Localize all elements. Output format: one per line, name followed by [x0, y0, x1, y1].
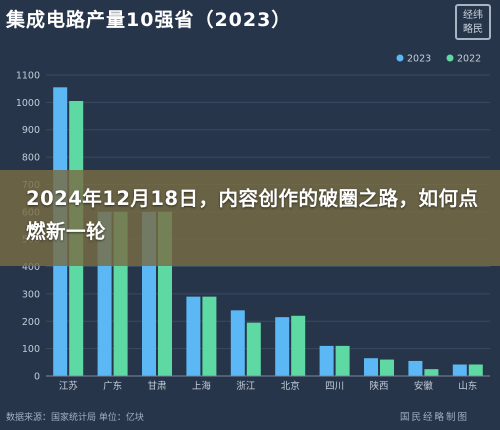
x-tick-label: 陕西	[369, 380, 388, 392]
x-tick-label: 安徽	[414, 380, 434, 392]
x-tick-label: 甘肃	[147, 380, 166, 392]
bar-2023-浙江	[230, 310, 245, 376]
y-tick-label: 800	[22, 153, 40, 164]
y-tick-label: 900	[22, 125, 40, 136]
bar-2023-北京	[275, 317, 290, 376]
y-tick-label: 100	[22, 344, 40, 355]
bar-2023-陕西	[364, 358, 378, 376]
legend: 2023 2022	[396, 54, 481, 65]
legend-swatch	[446, 54, 454, 62]
y-tick-label: 0	[34, 372, 40, 383]
x-tick-label: 北京	[281, 380, 300, 392]
bar-2022-安徽	[424, 369, 439, 376]
headline-text: 2024年12月18日，内容创作的破圈之路，如何点燃新一轮	[26, 187, 479, 243]
brand-logo-icon: 经纬 略民	[455, 4, 491, 40]
bar-2023-四川	[319, 345, 334, 376]
bar-2023-安徽	[408, 360, 423, 376]
bar-2022-陕西	[380, 359, 394, 376]
chart-title: 集成电路产量10强省（2023）	[6, 9, 292, 31]
x-tick-label: 上海	[192, 380, 212, 392]
data-source-note: 数据来源：国家统计局 单位：亿块	[6, 413, 144, 423]
y-tick-label: 1100	[16, 71, 40, 82]
x-tick-label: 江苏	[59, 380, 79, 392]
bar-2022-北京	[291, 315, 306, 376]
bar-2022-山东	[468, 364, 483, 376]
legend-label: 2023	[407, 54, 431, 65]
legend-swatch	[396, 54, 404, 62]
y-tick-label: 300	[22, 289, 40, 300]
headline-banner	[0, 170, 500, 266]
bar-2022-浙江	[246, 322, 261, 376]
bar-2023-上海	[186, 296, 201, 376]
y-tick-label: 200	[22, 317, 40, 328]
y-tick-label: 400	[22, 262, 40, 273]
x-tick-label: 山东	[458, 380, 477, 392]
bar-2023-山东	[452, 364, 467, 376]
watermark-text: 国民经略制图	[400, 412, 470, 423]
x-tick-label: 四川	[325, 381, 344, 392]
bar-2022-四川	[335, 345, 350, 376]
x-tick-label: 浙江	[236, 380, 256, 392]
bar-2022-上海	[202, 296, 217, 376]
legend-label: 2022	[457, 54, 481, 65]
y-tick-label: 1000	[16, 98, 40, 109]
x-tick-label: 广东	[103, 380, 122, 392]
